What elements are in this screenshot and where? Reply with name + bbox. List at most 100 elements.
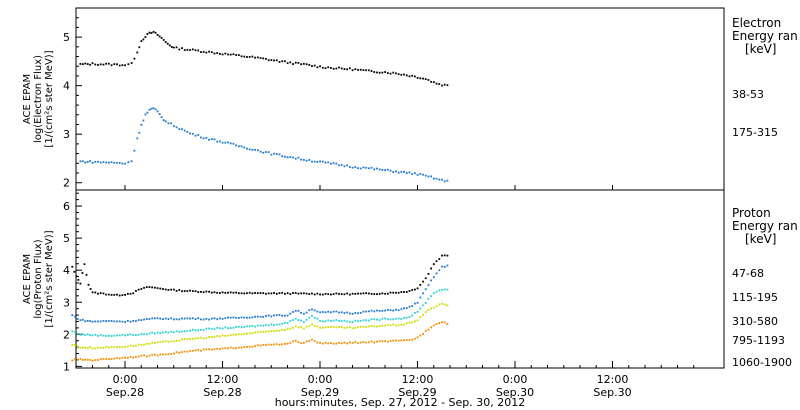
xtick-time-label: 0:00 xyxy=(503,373,528,386)
proton-data-point xyxy=(357,320,359,323)
electron-data-point xyxy=(294,157,297,160)
electron-data-point xyxy=(243,55,246,58)
electron-data-point xyxy=(121,64,124,67)
proton-data-point xyxy=(367,292,370,295)
electron-data-point xyxy=(297,61,300,64)
proton-data-point xyxy=(438,258,441,260)
proton-data-point xyxy=(311,338,313,341)
proton-data-point xyxy=(81,346,84,349)
electron-data-point xyxy=(170,46,173,48)
proton-data-point xyxy=(300,319,303,322)
proton-data-point xyxy=(91,359,94,362)
proton-data-point xyxy=(403,339,405,342)
proton-data-point xyxy=(435,323,438,325)
proton-data-point xyxy=(178,339,181,342)
electron-data-point xyxy=(124,64,126,67)
electron-data-point xyxy=(240,145,243,148)
electron-data-point xyxy=(84,62,87,65)
proton-data-point xyxy=(156,331,159,334)
proton-data-point xyxy=(386,324,389,326)
proton-data-point xyxy=(151,331,154,334)
proton-data-point xyxy=(378,340,381,343)
proton-data-point xyxy=(338,325,340,328)
electron-data-point xyxy=(210,51,213,54)
proton-data-point xyxy=(346,311,349,314)
proton-data-point xyxy=(107,358,110,361)
proton-data-point xyxy=(200,349,202,352)
proton-data-point xyxy=(189,337,191,340)
proton-data-point xyxy=(140,333,143,335)
proton-data-point xyxy=(321,326,324,329)
proton-data-point xyxy=(408,339,411,342)
proton-data-point xyxy=(270,343,273,346)
proton-data-point xyxy=(403,323,405,326)
proton-data-point xyxy=(213,348,216,351)
proton-data-point xyxy=(378,309,381,312)
proton-data-point xyxy=(162,353,164,356)
electron-data-point xyxy=(441,84,443,87)
proton-data-point xyxy=(340,320,343,323)
proton-data-point xyxy=(159,317,162,320)
proton-data-point xyxy=(305,292,308,295)
electron-data-point xyxy=(286,156,289,159)
proton-data-point xyxy=(321,320,324,323)
electron-y-axis: 2 3 4 5 xyxy=(63,7,82,190)
proton-data-point xyxy=(243,333,246,335)
proton-data-point xyxy=(281,314,284,317)
electron-data-point xyxy=(348,166,351,168)
electron-data-point xyxy=(178,48,181,51)
proton-data-point xyxy=(378,292,381,295)
electron-data-point xyxy=(210,138,213,141)
proton-data-point xyxy=(91,320,94,323)
electron-data-point xyxy=(154,31,157,34)
electron-data-point xyxy=(166,42,169,45)
electron-data-point xyxy=(237,54,240,56)
proton-data-point xyxy=(343,312,346,314)
electron-data-point xyxy=(313,64,316,67)
proton-data-point xyxy=(411,338,414,341)
proton-data-point xyxy=(273,324,275,326)
proton-data-point xyxy=(319,293,321,296)
proton-plot-frame xyxy=(75,189,725,369)
proton-data-point xyxy=(389,324,392,327)
electron-data-point xyxy=(289,156,292,159)
electron-data-point xyxy=(386,72,389,75)
proton-data-point xyxy=(175,318,178,321)
proton-data-point xyxy=(248,345,251,348)
electron-data-point xyxy=(107,62,110,65)
proton-data-point xyxy=(441,265,443,268)
proton-data-point xyxy=(218,335,221,338)
proton-data-point xyxy=(422,313,424,316)
electron-data-point xyxy=(346,68,349,71)
electron-data-point xyxy=(259,57,262,59)
proton-data-point xyxy=(227,327,229,330)
proton-data-point xyxy=(121,346,124,349)
electron-data-point xyxy=(216,52,219,54)
proton-data-point xyxy=(126,333,129,336)
xtick-date-label: Sep.30 xyxy=(593,386,631,399)
proton-data-point xyxy=(332,310,335,313)
proton-data-point xyxy=(145,286,148,288)
proton-data-point xyxy=(411,305,414,307)
proton-data-point xyxy=(97,292,99,295)
electron-data-point xyxy=(218,140,221,143)
proton-data-point xyxy=(386,340,389,343)
proton-data-point xyxy=(205,348,208,351)
proton-data-point xyxy=(289,327,292,330)
proton-data-point xyxy=(251,325,254,327)
electron-data-point xyxy=(435,82,438,85)
electron-data-point xyxy=(381,169,384,171)
proton-data-point xyxy=(343,293,346,296)
proton-data-point xyxy=(153,317,156,320)
proton-data-point xyxy=(71,330,74,333)
electron-data-point xyxy=(99,63,102,66)
proton-data-point xyxy=(210,317,213,320)
electron-data-point xyxy=(158,35,161,38)
proton-ylabel-line2: log(Proton Flux) xyxy=(33,239,44,318)
proton-series-47-68 xyxy=(71,254,449,297)
proton-data-point xyxy=(76,358,79,361)
proton-data-point xyxy=(365,310,368,313)
proton-data-point xyxy=(254,345,256,348)
proton-data-point xyxy=(335,310,338,313)
proton-data-point xyxy=(216,347,219,350)
